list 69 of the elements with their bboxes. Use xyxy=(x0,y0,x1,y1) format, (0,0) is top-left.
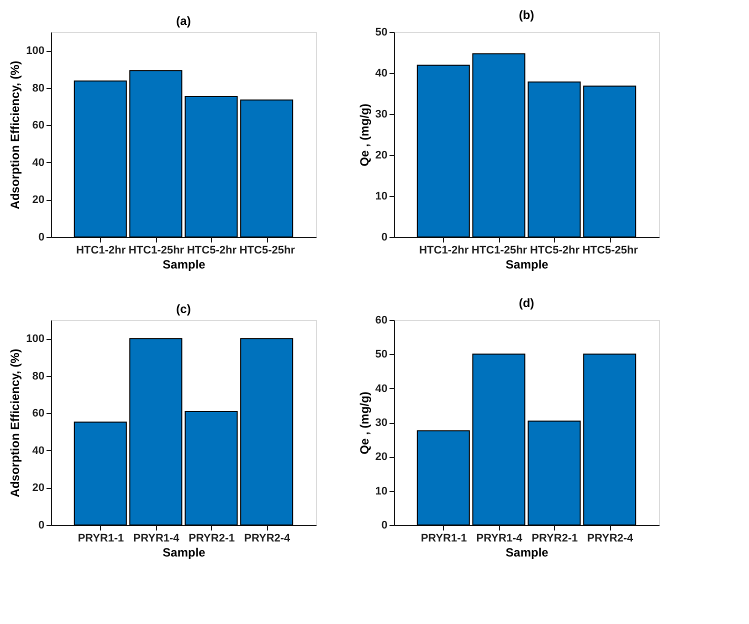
y-tick-label: 80 xyxy=(32,370,44,382)
x-tick-label: PRYR2-4 xyxy=(587,532,634,544)
y-tick-label: 0 xyxy=(38,232,44,244)
x-tick-label: HTC1-2hr xyxy=(419,244,470,256)
x-axis-title: Sample xyxy=(162,546,206,560)
bar xyxy=(416,64,470,238)
x-tick-label: PRYR2-1 xyxy=(532,532,578,544)
x-tick-label: HTC1-2hr xyxy=(76,244,126,256)
y-tick-label: 20 xyxy=(375,451,388,464)
bar xyxy=(528,420,581,526)
y-tick-label: 50 xyxy=(375,348,388,361)
y-axis-title: Qe , (mg/g) xyxy=(357,104,372,166)
x-tick-label: HTC5-2hr xyxy=(186,244,238,256)
x-tick-label: PRYR1-1 xyxy=(420,532,467,544)
x-tick-label: PRYR1-1 xyxy=(78,532,124,544)
bar xyxy=(240,100,294,238)
bar xyxy=(184,96,238,238)
x-tick-label: PRYR1-4 xyxy=(133,532,180,544)
x-axis-title: Sample xyxy=(506,546,549,560)
y-tick-label: 20 xyxy=(375,150,388,162)
y-tick-label: 20 xyxy=(32,194,44,206)
y-tick-label: 60 xyxy=(32,408,44,420)
y-tick-label: 10 xyxy=(375,190,388,202)
y-tick-label: 30 xyxy=(375,417,388,429)
y-tick-label: 60 xyxy=(375,314,388,326)
y-tick-label: 20 xyxy=(32,482,44,494)
y-tick-label: 40 xyxy=(375,382,388,395)
y-tick-label: 100 xyxy=(26,45,44,58)
bar xyxy=(74,80,127,238)
x-axis-title: Sample xyxy=(162,258,206,272)
bar xyxy=(129,70,182,238)
bar xyxy=(240,338,294,526)
y-tick-label: 40 xyxy=(32,444,44,457)
y-tick-label: 30 xyxy=(375,108,388,120)
y-tick-label: 0 xyxy=(381,520,388,532)
x-tick-label: PRYR1-4 xyxy=(476,532,524,544)
x-tick-label: PRYR2-1 xyxy=(188,532,235,544)
y-tick-label: 60 xyxy=(32,120,44,132)
y-tick-label: 80 xyxy=(32,82,44,94)
bar xyxy=(472,354,526,526)
x-tick-label: HTC5-2hr xyxy=(530,244,580,256)
x-tick-label: HTC1-25hr xyxy=(471,244,528,256)
x-tick-label: PRYR2-4 xyxy=(244,532,292,544)
y-tick-label: 40 xyxy=(375,68,388,80)
chart-title: (d) xyxy=(518,296,534,310)
y-axis-title: Adsorption Efficiency, (%) xyxy=(8,60,22,210)
y-axis-title: Qe , (mg/g) xyxy=(357,392,372,454)
x-axis-title: Sample xyxy=(506,258,549,272)
bar xyxy=(472,53,526,238)
bar xyxy=(583,86,636,238)
y-axis-title: Adsorption Efficiency, (%) xyxy=(8,348,22,498)
y-tick-label: 40 xyxy=(32,156,44,169)
bar xyxy=(528,82,581,238)
bar xyxy=(184,411,238,526)
x-tick-label: HTC5-25hr xyxy=(582,244,639,256)
bar xyxy=(74,422,127,526)
bar xyxy=(416,430,470,526)
chart-title: (a) xyxy=(176,14,191,28)
y-tick-label: 100 xyxy=(26,333,44,346)
x-tick-label: HTC1-25hr xyxy=(128,244,185,256)
bar xyxy=(129,338,182,526)
bar xyxy=(583,354,636,526)
chart-title: (c) xyxy=(176,302,191,316)
y-tick-label: 0 xyxy=(38,520,44,532)
y-tick-label: 0 xyxy=(381,232,388,244)
chart-title: (b) xyxy=(518,8,534,22)
y-tick-label: 50 xyxy=(375,26,388,38)
x-tick-label: HTC5-25hr xyxy=(239,244,296,256)
y-tick-label: 10 xyxy=(375,485,388,498)
